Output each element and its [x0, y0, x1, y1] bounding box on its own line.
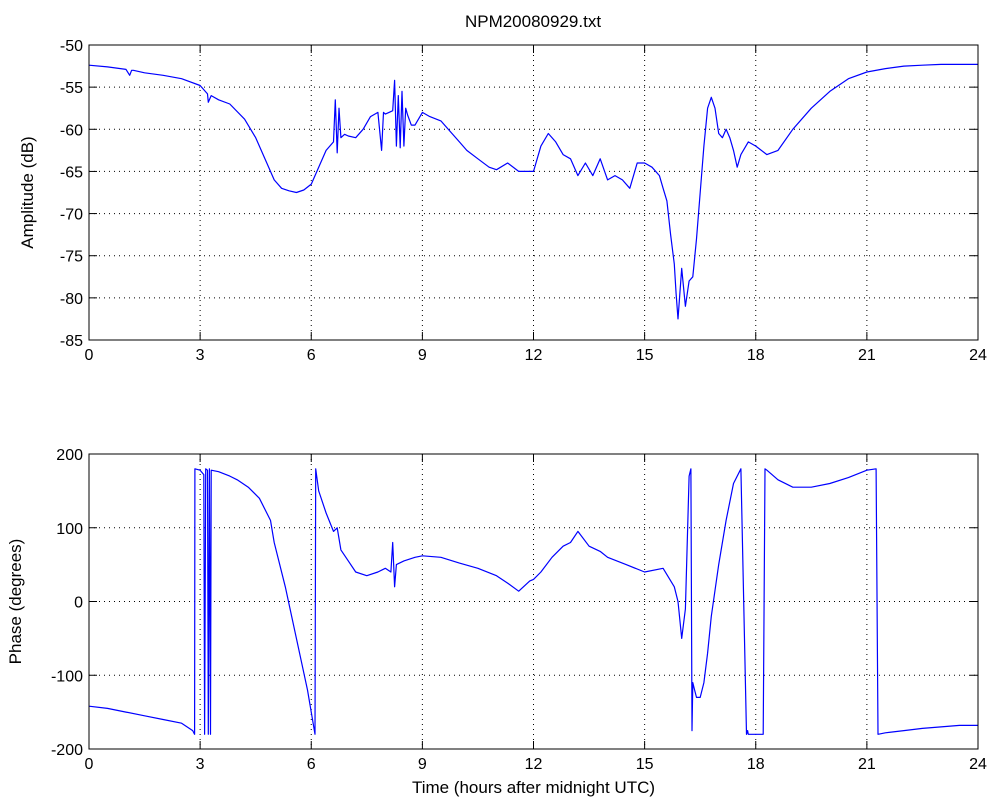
amplitude-xtick-label: 18 — [747, 347, 765, 364]
amplitude-xtick-label: 9 — [418, 347, 427, 364]
phase-xtick-label: 21 — [858, 756, 876, 773]
amplitude-ytick-label: -75 — [60, 249, 83, 266]
phase-xtick-label: 18 — [747, 756, 765, 773]
phase-xtick-label: 12 — [525, 756, 543, 773]
amplitude-ytick-label: -65 — [60, 164, 83, 181]
phase-ytick-label: 100 — [56, 521, 83, 538]
amplitude-ytick-label: -85 — [60, 333, 83, 350]
phase-axes: 0 3 6 9 12 15 18 21 24 200 100 0 -100 -200 Phase (degr… — [6, 447, 987, 797]
phase-series-line — [88, 468, 978, 735]
phase-ytick-label: -200 — [51, 742, 83, 759]
phase-ytick-label: -100 — [51, 668, 83, 685]
amplitude-xtick-label: 21 — [858, 347, 876, 364]
phase-ytick-label: 200 — [56, 447, 83, 464]
phase-xtick-label: 9 — [418, 756, 427, 773]
amplitude-xtick-label: 12 — [525, 347, 543, 364]
amplitude-series-line — [88, 63, 978, 320]
phase-ytick-label: 0 — [74, 595, 83, 612]
figure-title: NPM20080929.txt — [465, 12, 601, 31]
amplitude-ytick-label: -70 — [60, 207, 83, 224]
amplitude-xtick-label: 6 — [307, 347, 316, 364]
phase-ylabel: Phase (degrees) — [6, 539, 25, 665]
phase-xtick-label: 3 — [196, 756, 205, 773]
amplitude-ytick-label: -50 — [60, 38, 83, 55]
amplitude-xtick-label: 3 — [196, 347, 205, 364]
phase-xlabel: Time (hours after midnight UTC) — [412, 778, 655, 797]
amplitude-xtick-label: 15 — [636, 347, 654, 364]
amplitude-ytick-label: -55 — [60, 80, 83, 97]
phase-xtick-label: 0 — [85, 756, 94, 773]
amplitude-axes: 0 3 6 9 12 15 18 21 24 -50 -55 -60 -65 -70 -75 -80 -85 Am… — [18, 38, 987, 364]
amplitude-ylabel: Amplitude (dB) — [18, 136, 37, 248]
amplitude-ytick-label: -60 — [60, 122, 83, 139]
amplitude-xtick-label: 0 — [85, 347, 94, 364]
amplitude-xtick-label: 24 — [969, 347, 987, 364]
amplitude-ytick-label: -80 — [60, 291, 83, 308]
phase-xtick-label: 15 — [636, 756, 654, 773]
phase-xtick-label: 6 — [307, 756, 316, 773]
phase-xtick-label: 24 — [969, 756, 987, 773]
